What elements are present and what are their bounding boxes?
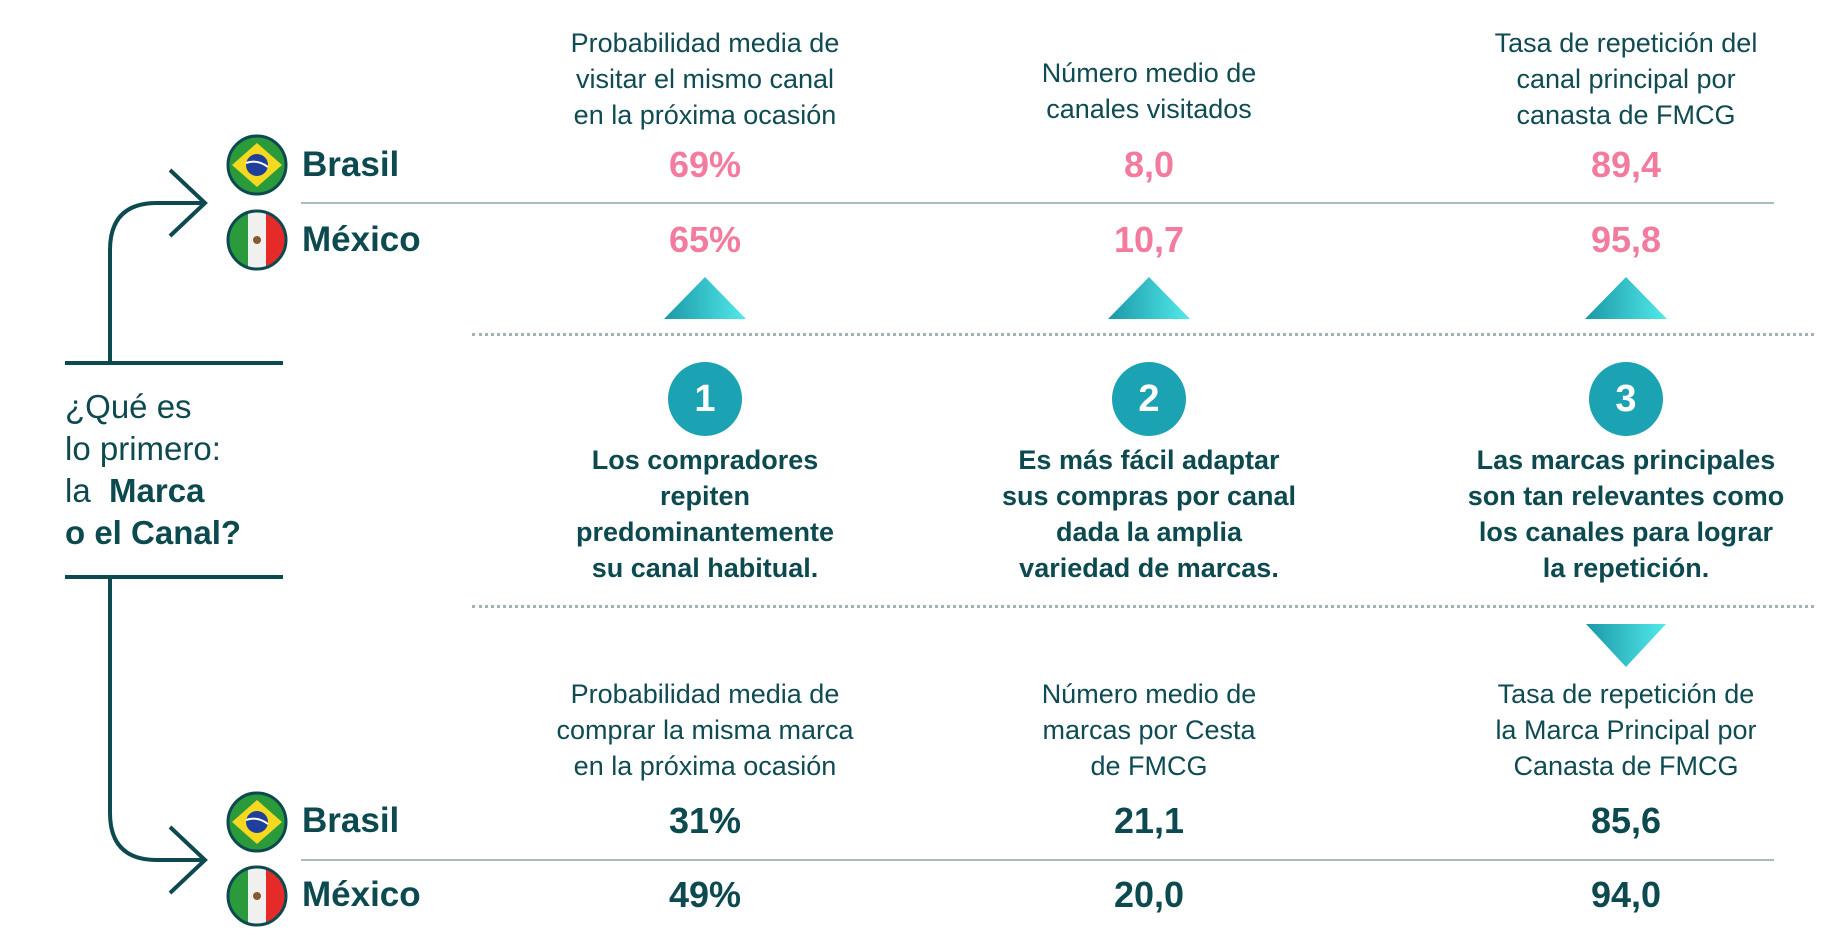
insight-line: su canal habitual. <box>591 553 819 583</box>
arrow-down-head-icon <box>168 825 208 895</box>
brazil-flag-icon <box>226 791 288 853</box>
header-line: visitar el mismo canal <box>575 64 835 94</box>
insight-line: los canales para lograr <box>1478 517 1774 547</box>
header-line: Probabilidad media de <box>570 28 840 58</box>
country-label-brasil: Brasil <box>302 145 400 184</box>
insight-text: Es más fácil adaptar sus compras por can… <box>959 442 1339 586</box>
channel-value-mexico: 95,8 <box>1590 219 1662 260</box>
brand-metric-header: Probabilidad media de comprar la misma m… <box>495 676 915 784</box>
question-brand: Marca <box>109 472 205 509</box>
channel-metric-header: Probabilidad media de visitar el mismo c… <box>495 25 915 133</box>
channel-value-brasil: 8,0 <box>1123 144 1175 185</box>
header-line: en la próxima ocasión <box>573 751 837 781</box>
triangle-up-icon <box>1108 277 1190 319</box>
insight-line: predominantemente <box>575 517 835 547</box>
header-line: la Marca Principal por <box>1495 715 1757 745</box>
channel-value-mexico: 10,7 <box>1113 219 1185 260</box>
brand-value-mexico: 94,0 <box>1590 874 1662 915</box>
channel-metric-header: Tasa de repetición del canal principal p… <box>1416 25 1836 133</box>
brand-metric-header: Tasa de repetición de la Marca Principal… <box>1416 676 1836 784</box>
header-line: marcas por Cesta <box>1042 715 1256 745</box>
insight-line: son tan relevantes como <box>1467 481 1785 511</box>
header-line: en la próxima ocasión <box>573 100 837 130</box>
channel-value-brasil: 89,4 <box>1590 144 1662 185</box>
brazil-flag-icon <box>226 134 288 196</box>
arrow-up-path <box>108 201 205 363</box>
header-line: Número medio de <box>1041 58 1257 88</box>
header-line: Número medio de <box>1041 679 1257 709</box>
brand-value-mexico: 20,0 <box>1113 874 1185 915</box>
insight-number-badge: 2 <box>1112 362 1186 436</box>
country-label-mexico: México <box>302 875 421 914</box>
insight-line: repiten <box>659 481 751 511</box>
dotted-divider <box>472 333 1814 336</box>
insight-line: sus compras por canal <box>1001 481 1297 511</box>
header-line: Tasa de repetición de <box>1497 679 1755 709</box>
insight-line: dada la amplia <box>1055 517 1243 547</box>
brand-value-brasil: 21,1 <box>1113 800 1185 841</box>
row-divider <box>301 859 1774 861</box>
insight-line: Las marcas principales <box>1476 445 1776 475</box>
mexico-flag-icon <box>226 865 288 927</box>
channel-value-brasil: 69% <box>668 144 742 185</box>
triangle-up-icon <box>1585 277 1667 319</box>
question-line: lo primero: <box>65 430 221 467</box>
header-line: canales visitados <box>1046 94 1252 124</box>
arrow-down-path <box>108 577 205 862</box>
insight-line: Los compradores <box>591 445 819 475</box>
connector-arrows <box>65 168 283 895</box>
brand-value-mexico: 49% <box>668 874 742 915</box>
question-line: la Marca <box>65 470 241 512</box>
question-text: ¿Qué es lo primero: la Marca o el Canal? <box>65 386 241 554</box>
insight-line: Es más fácil adaptar <box>1018 445 1280 475</box>
arrow-up-head-icon <box>168 168 208 238</box>
header-line: Probabilidad media de <box>570 679 840 709</box>
header-line: canasta de FMCG <box>1516 100 1736 130</box>
insight-number-badge: 1 <box>668 362 742 436</box>
question-line: o el Canal? <box>65 514 242 551</box>
question-prefix: la <box>65 472 91 509</box>
row-divider <box>301 202 1774 204</box>
triangle-down-icon <box>1586 624 1666 667</box>
insight-text: Las marcas principales son tan relevante… <box>1436 442 1816 586</box>
header-line: comprar la misma marca <box>556 715 854 745</box>
dotted-divider <box>472 605 1814 608</box>
brand-metric-header: Número medio de marcas por Cesta de FMCG <box>939 676 1359 784</box>
country-label-brasil: Brasil <box>302 801 400 840</box>
header-line: Tasa de repetición del <box>1494 28 1758 58</box>
header-line: de FMCG <box>1090 751 1208 781</box>
channel-metric-header: Número medio de canales visitados <box>939 55 1359 127</box>
country-label-mexico: México <box>302 220 421 259</box>
insight-line: variedad de marcas. <box>1019 553 1279 583</box>
brand-value-brasil: 31% <box>668 800 742 841</box>
triangle-up-icon <box>664 277 746 319</box>
question-line: ¿Qué es <box>65 388 192 425</box>
insight-line: la repetición. <box>1542 553 1710 583</box>
insight-text: Los compradores repiten predominantement… <box>515 442 895 586</box>
header-line: Canasta de FMCG <box>1513 751 1739 781</box>
brand-value-brasil: 85,6 <box>1590 800 1662 841</box>
mexico-flag-icon <box>226 209 288 271</box>
insight-number-badge: 3 <box>1589 362 1663 436</box>
channel-value-mexico: 65% <box>668 219 742 260</box>
header-line: canal principal por <box>1516 64 1736 94</box>
